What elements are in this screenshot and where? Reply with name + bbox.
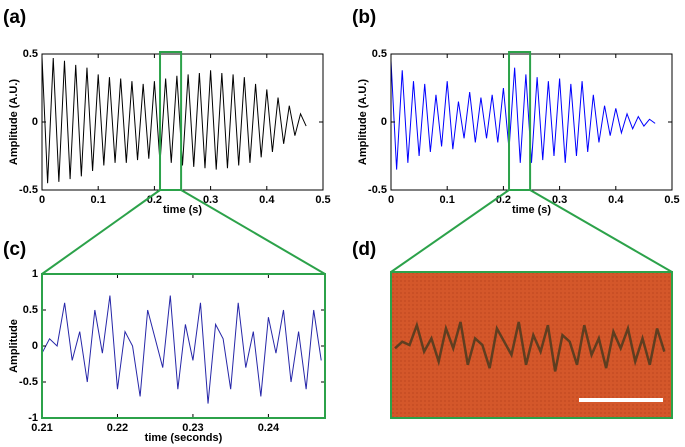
panel-label: (b) bbox=[352, 7, 376, 28]
y-tick-label: 0 bbox=[381, 116, 387, 128]
zoom-box bbox=[159, 51, 183, 191]
x-tick-label: 0.22 bbox=[107, 422, 128, 434]
axes-box bbox=[41, 273, 326, 419]
x-axis-label: time (s) bbox=[512, 204, 551, 216]
x-tick-label: 0 bbox=[39, 194, 45, 206]
y-tick-label: -0.5 bbox=[19, 184, 38, 196]
y-tick-label: 0 bbox=[32, 116, 38, 128]
y-tick-label: -0.5 bbox=[368, 184, 387, 196]
panel-label: (a) bbox=[3, 7, 26, 28]
y-tick-label: 1 bbox=[32, 268, 38, 280]
waveform bbox=[390, 60, 656, 170]
y-tick-label: -1 bbox=[28, 412, 38, 424]
y-tick-label: 0.5 bbox=[23, 304, 38, 316]
y-axis-label: Amplitude (A.U.) bbox=[357, 79, 369, 165]
y-tick-label: -0.5 bbox=[19, 376, 38, 388]
x-tick-label: 0.23 bbox=[182, 422, 203, 434]
y-axis-label: Amplitude (A.U.) bbox=[8, 79, 20, 165]
x-tick-label: 0.3 bbox=[552, 194, 567, 206]
y-tick-label: 0.5 bbox=[23, 48, 38, 60]
waveform bbox=[41, 56, 307, 184]
x-tick-label: 0.4 bbox=[259, 194, 275, 206]
zoom-box bbox=[508, 51, 532, 191]
y-tick-label: 0 bbox=[32, 340, 38, 352]
x-tick-label: 0.5 bbox=[315, 194, 330, 206]
x-tick-label: 0.5 bbox=[664, 194, 679, 206]
engraved-waveform bbox=[394, 321, 666, 372]
y-tick-label: 0.5 bbox=[372, 48, 387, 60]
x-tick-label: 0.1 bbox=[440, 194, 455, 206]
x-tick-label: 0.2 bbox=[147, 194, 162, 206]
scale-bar bbox=[579, 398, 663, 402]
zoom-line bbox=[180, 189, 326, 275]
panel-label: (d) bbox=[352, 239, 376, 260]
y-axis-label: Amplitude bbox=[8, 319, 20, 373]
x-tick-label: 0.24 bbox=[258, 422, 280, 434]
x-axis-label: time (seconds) bbox=[145, 432, 223, 444]
x-axis-label: time (s) bbox=[163, 204, 202, 216]
x-tick-label: 0.2 bbox=[496, 194, 511, 206]
x-tick-label: 0.4 bbox=[608, 194, 624, 206]
x-tick-label: 0 bbox=[388, 194, 394, 206]
x-tick-label: 0.1 bbox=[91, 194, 106, 206]
zoom-line bbox=[390, 189, 510, 273]
x-tick-label: 0.3 bbox=[203, 194, 218, 206]
zoom-line bbox=[529, 189, 673, 273]
panel-label: (c) bbox=[3, 239, 26, 260]
zoom-line bbox=[41, 189, 161, 275]
waveform bbox=[41, 295, 322, 404]
x-tick-label: 0.21 bbox=[31, 422, 52, 434]
photo-border bbox=[390, 271, 673, 419]
